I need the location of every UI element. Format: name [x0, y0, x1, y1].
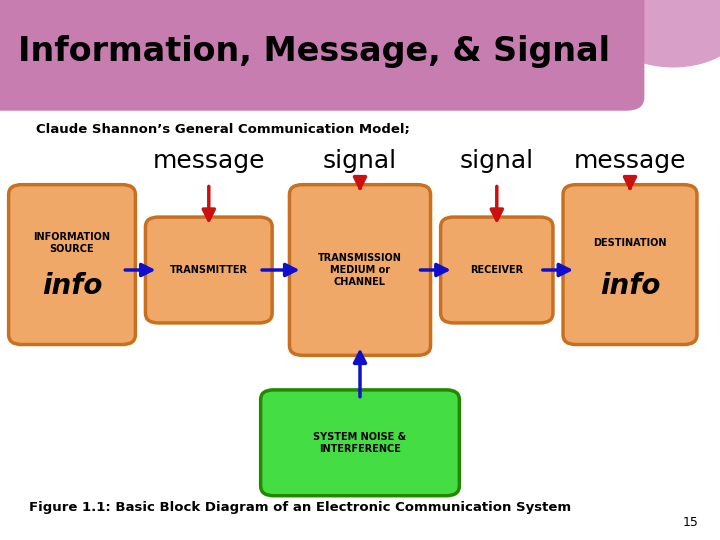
Text: message: message [574, 149, 686, 173]
Text: Figure 1.1: Basic Block Diagram of an Electronic Communication System: Figure 1.1: Basic Block Diagram of an El… [29, 501, 571, 514]
FancyBboxPatch shape [0, 0, 644, 111]
Text: signal: signal [460, 149, 534, 173]
Text: Information, Message, & Signal: Information, Message, & Signal [18, 35, 610, 68]
Text: Claude Shannon’s General Communication Model;: Claude Shannon’s General Communication M… [36, 123, 410, 136]
FancyBboxPatch shape [9, 185, 135, 345]
FancyBboxPatch shape [563, 185, 697, 345]
FancyBboxPatch shape [261, 390, 459, 496]
Text: SYSTEM NOISE &
INTERFERENCE: SYSTEM NOISE & INTERFERENCE [313, 432, 407, 454]
Text: TRANSMITTER: TRANSMITTER [170, 265, 248, 275]
FancyBboxPatch shape [441, 217, 553, 323]
Text: message: message [153, 149, 265, 173]
FancyBboxPatch shape [289, 185, 431, 355]
Text: info: info [600, 272, 660, 300]
Text: RECEIVER: RECEIVER [470, 265, 523, 275]
Ellipse shape [601, 0, 720, 68]
Text: 15: 15 [683, 516, 698, 529]
Text: signal: signal [323, 149, 397, 173]
Text: info: info [42, 272, 102, 300]
Text: DESTINATION: DESTINATION [593, 238, 667, 248]
FancyBboxPatch shape [145, 217, 272, 323]
Text: INFORMATION
SOURCE: INFORMATION SOURCE [34, 232, 110, 254]
Text: TRANSMISSION
MEDIUM or
CHANNEL: TRANSMISSION MEDIUM or CHANNEL [318, 253, 402, 287]
